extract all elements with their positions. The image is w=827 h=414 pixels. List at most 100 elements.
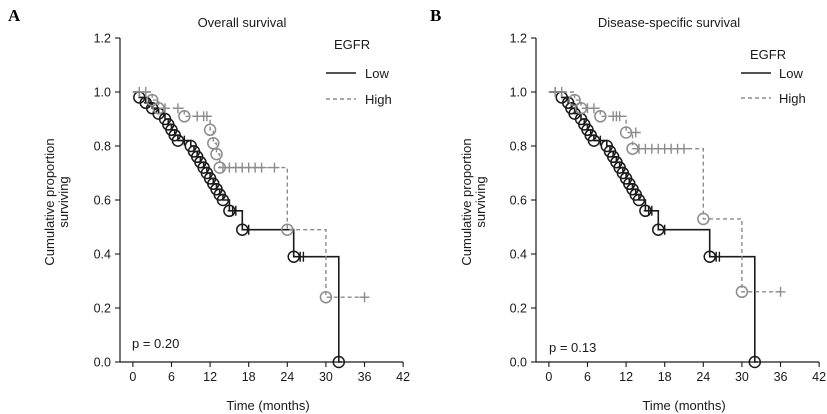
- panel-a-low-event-marker: [287, 250, 300, 263]
- panel-a-low-event-marker: [223, 204, 236, 218]
- panel-a-low-censor-mark: [243, 224, 254, 235]
- panel-b-high-event-marker: [574, 101, 588, 115]
- panel-a-legend-title: EGFR: [334, 37, 370, 52]
- panel-b-x-tick-label: 18: [658, 370, 672, 384]
- panel-a-high-event-marker: [213, 161, 226, 174]
- panel-a-low-event-marker: [236, 223, 249, 236]
- panel-a-high-censor-mark: [256, 162, 267, 173]
- panel-a-y-tick-label: 0.0: [94, 356, 111, 370]
- panel-b-y-tick-label: 0.4: [510, 248, 527, 262]
- panel-b-low-event-marker: [748, 355, 762, 369]
- panel-b-y-tick-label: 0.6: [510, 194, 527, 208]
- panel-a-high-censor-mark: [269, 162, 280, 173]
- panel-b-y-tick-label: 0.2: [510, 302, 527, 316]
- panel-a-high-event-marker: [145, 93, 159, 107]
- panel-a-y-axis-label-line1: Cumulative proportion: [42, 138, 57, 265]
- panel-b-high-censor-mark: [775, 286, 786, 297]
- panel-b-y-axis-label-line2: surviving: [473, 176, 488, 227]
- panel-a-y-tick-label: 0.6: [94, 194, 111, 208]
- panel-b-x-tick-label: 0: [545, 370, 552, 384]
- panel-b-label: B: [430, 6, 441, 25]
- panel-b-high-censor-mark: [630, 127, 641, 138]
- panel-a-high-censor-mark: [160, 103, 171, 114]
- panel-a-y-tick-label: 0.4: [94, 248, 111, 262]
- panel-b-legend-label-low: Low: [779, 66, 803, 81]
- panel-b-y-tick-label: 1.0: [510, 86, 527, 100]
- panel-a-high-censor-mark: [140, 87, 151, 97]
- panel-a-high-event-marker: [281, 223, 294, 236]
- panel-a-low-censor-mark: [298, 251, 309, 262]
- panel-b-legend-title: EGFR: [750, 47, 786, 62]
- panel-b-x-tick-label: 42: [812, 370, 826, 384]
- panel-b-p-value: p = 0.13: [549, 340, 596, 355]
- panel-b-high-event-marker: [697, 212, 710, 226]
- panel-a-x-axis-label: Time (months): [226, 398, 309, 413]
- panel-a-high-censor-mark: [359, 292, 370, 303]
- panel-b-x-axis-label: Time (months): [642, 398, 725, 413]
- panel-b-y-tick-label: 0.8: [510, 140, 527, 154]
- panel-b-y-tick-label: 1.2: [510, 32, 527, 46]
- panel-a-label: A: [8, 6, 21, 25]
- panel-a-p-value: p = 0.20: [132, 336, 179, 351]
- panel-b-y-axis-label: Cumulative proportion surviving: [459, 138, 488, 265]
- panel-a-high-event-marker: [210, 147, 223, 161]
- panel-a-y-tick-label: 1.0: [94, 86, 111, 100]
- panel-b-low-event-marker: [652, 223, 665, 236]
- panel-a-high-event-marker: [203, 123, 217, 137]
- panel-b-low-censor-mark: [646, 205, 657, 216]
- panel-b-high-censor-mark: [614, 111, 625, 122]
- panel-b-low-event-marker: [632, 193, 646, 207]
- panel-b-x-tick-label: 6: [584, 370, 591, 384]
- panel-b-low-event-marker: [703, 250, 716, 263]
- panel-b-high-censor-mark: [588, 103, 599, 114]
- panel-a-low-censor-mark: [230, 205, 241, 216]
- panel-a-y-axis-label-line2: surviving: [56, 176, 71, 227]
- panel-b-x-tick-label: 30: [735, 370, 749, 384]
- panel-a-y-tick-label: 0.8: [94, 140, 111, 154]
- panel-a-x-tick-label: 6: [168, 370, 175, 384]
- panel-a-high-event-marker: [178, 110, 191, 123]
- panel-b-high-censor-mark: [556, 87, 567, 97]
- panel-b-x-tick-label: 24: [696, 370, 710, 384]
- panel-a-legend-label-high: High: [365, 92, 392, 107]
- panel-a-x-tick-label: 36: [358, 370, 372, 384]
- panel-a-high-event-marker: [319, 290, 333, 304]
- panel-a-x-tick-label: 0: [129, 370, 136, 384]
- panel-b-high-event-marker: [626, 142, 639, 155]
- panel-b-low-censor-mark: [714, 251, 725, 262]
- panel-b-legend-label-high: High: [779, 91, 806, 106]
- panel-b-low-censor-mark: [659, 224, 670, 235]
- panel-b-y-axis-label-line1: Cumulative proportion: [459, 138, 474, 265]
- panel-b-y-tick-label: 0.0: [510, 356, 527, 370]
- panel-a-low-event-marker: [171, 134, 185, 147]
- panel-a-x-tick-label: 12: [203, 370, 217, 384]
- panel-a-y-tick-label: 0.2: [94, 302, 111, 316]
- panel-a-x-tick-label: 42: [396, 370, 410, 384]
- panel-b-x-tick-label: 12: [619, 370, 633, 384]
- panel-b-title: Disease-specific survival: [598, 15, 740, 30]
- panel-a-high-curve: [132, 91, 365, 298]
- panel-a-legend-label-low: Low: [365, 66, 389, 81]
- panel-b-high-curve: [548, 91, 781, 293]
- panel-a-x-tick-label: 30: [319, 370, 333, 384]
- panel-a-high-censor-mark: [201, 111, 212, 122]
- panel-b-high-censor-mark: [679, 143, 689, 154]
- panel-a-x-tick-label: 18: [242, 370, 256, 384]
- panel-b-x-tick-label: 36: [774, 370, 788, 384]
- panel-a-low-event-marker: [332, 355, 346, 369]
- panel-a-x-tick-label: 24: [280, 370, 294, 384]
- panel-a: A Overall survival Cumulative proportion…: [8, 6, 410, 413]
- panel-a-y-axis-label: Cumulative proportion surviving: [42, 138, 71, 265]
- panel-b-high-event-marker: [594, 110, 607, 123]
- panel-b-low-event-marker: [587, 134, 601, 147]
- panel-b: B Disease-specific survival Cumulative p…: [430, 6, 826, 413]
- panel-b-high-event-marker: [735, 285, 749, 299]
- panel-b-low-curve: [548, 91, 758, 363]
- panel-a-low-event-marker: [216, 193, 230, 207]
- panel-a-y-tick-label: 1.2: [94, 32, 111, 46]
- panel-a-title: Overall survival: [198, 15, 287, 30]
- panel-b-low-event-marker: [639, 204, 652, 218]
- panel-a-high-event-marker: [152, 101, 165, 115]
- panel-b-high-event-marker: [568, 93, 581, 107]
